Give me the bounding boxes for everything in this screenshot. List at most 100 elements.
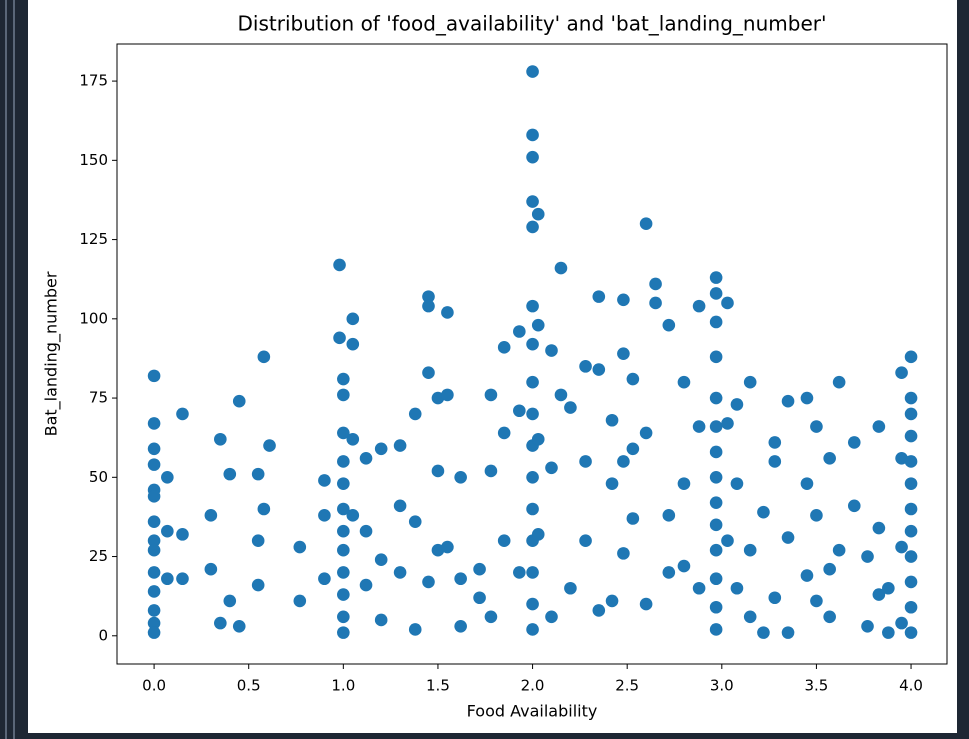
scatter-point (579, 455, 592, 468)
scatter-point (649, 296, 662, 310)
scatter-point (709, 271, 723, 284)
scatter-point (781, 626, 795, 639)
scatter-point (545, 610, 558, 624)
scatter-point (484, 610, 498, 624)
scatter-point (374, 442, 388, 456)
scatter-point (318, 509, 331, 522)
scatter-point (223, 467, 237, 481)
scatter-point (337, 502, 350, 516)
scatter-point (232, 394, 246, 408)
scatter-point (147, 534, 161, 547)
scatter-point (823, 610, 836, 624)
scatter-point (526, 299, 539, 313)
scatter-point (337, 626, 350, 639)
scatter-point (337, 372, 350, 386)
y-tick-label: 125 (79, 230, 108, 248)
y-tick-label: 175 (79, 72, 108, 90)
scatter-point (904, 455, 918, 468)
scatter-point (882, 626, 895, 639)
scatter-point (531, 528, 545, 541)
scatter-point (639, 426, 653, 440)
scatter-point (823, 451, 836, 465)
x-tick-label: 2.5 (615, 677, 639, 695)
scatter-point (721, 417, 734, 430)
scatter-point (662, 566, 676, 579)
scatter-point (800, 391, 814, 405)
scatter-point (337, 426, 350, 440)
scatter-point (526, 407, 539, 421)
x-tick-label: 4.0 (899, 677, 923, 695)
scatter-point (147, 515, 161, 528)
scatter-point (484, 388, 498, 402)
scatter-point (768, 455, 782, 468)
scatter-point (441, 388, 454, 402)
scatter-point (617, 455, 630, 468)
scatter-point (904, 575, 918, 589)
scatter-point (545, 344, 558, 357)
scatter-point (147, 604, 161, 617)
scatter-point (626, 442, 640, 456)
scatter-point (147, 585, 161, 598)
scatter-point (176, 407, 189, 421)
scatter-point (564, 401, 577, 414)
scatter-point (526, 65, 539, 78)
scatter-point (649, 277, 662, 291)
scatter-point (531, 432, 545, 446)
scatter-point (531, 207, 545, 221)
scatter-point (677, 477, 691, 490)
scatter-point (337, 566, 350, 579)
scatter-point (337, 610, 350, 624)
scatter-point (223, 594, 237, 608)
scatter-point (709, 572, 723, 586)
scatter-point (161, 524, 174, 538)
scatter-point (374, 553, 388, 567)
scatter-point (454, 619, 467, 633)
scatter-point (768, 436, 782, 449)
scatter-point (872, 420, 886, 433)
x-tick-label: 1.5 (426, 677, 450, 695)
scatter-point (337, 524, 350, 538)
scatter-point (626, 512, 640, 525)
scatter-point (333, 258, 346, 272)
y-tick-label: 0 (98, 626, 108, 644)
scatter-point (781, 531, 795, 544)
x-tick-label: 3.5 (804, 677, 828, 695)
y-tick-label: 25 (89, 547, 108, 565)
scatter-point (709, 600, 723, 614)
scatter-point (592, 363, 606, 376)
scatter-point (473, 591, 486, 605)
scatter-point (497, 534, 511, 547)
scatter-point (904, 391, 918, 405)
scatter-point (497, 426, 511, 440)
scatter-point (781, 394, 795, 408)
scatter-point (454, 572, 467, 586)
scatter-point (832, 543, 846, 557)
scatter-point (847, 499, 861, 513)
scatter-point (374, 613, 388, 627)
scatter-point (592, 290, 606, 303)
scatter-point (605, 594, 619, 608)
scatter-point (431, 464, 445, 478)
scatter-point (147, 566, 161, 579)
scatter-point (579, 534, 592, 547)
scatter-point (904, 626, 918, 639)
scatter-point (617, 347, 630, 360)
scatter-point (359, 524, 373, 538)
scatter-point (709, 420, 723, 433)
scatter-point (743, 543, 757, 557)
scatter-point (526, 623, 539, 636)
scatter-point (176, 528, 189, 541)
scatter-point (408, 623, 422, 636)
scatter-point (161, 471, 174, 484)
scatter-point (318, 474, 331, 487)
scatter-point (768, 591, 782, 605)
scatter-point (441, 306, 454, 319)
scatter-point (662, 318, 676, 332)
chart-title: Distribution of 'food_availability' and … (238, 12, 827, 36)
scatter-point (263, 439, 276, 452)
scatter-point (251, 578, 265, 592)
scatter-point (147, 626, 161, 639)
scatter-point (346, 337, 360, 351)
x-tick-label: 0.0 (142, 677, 166, 695)
